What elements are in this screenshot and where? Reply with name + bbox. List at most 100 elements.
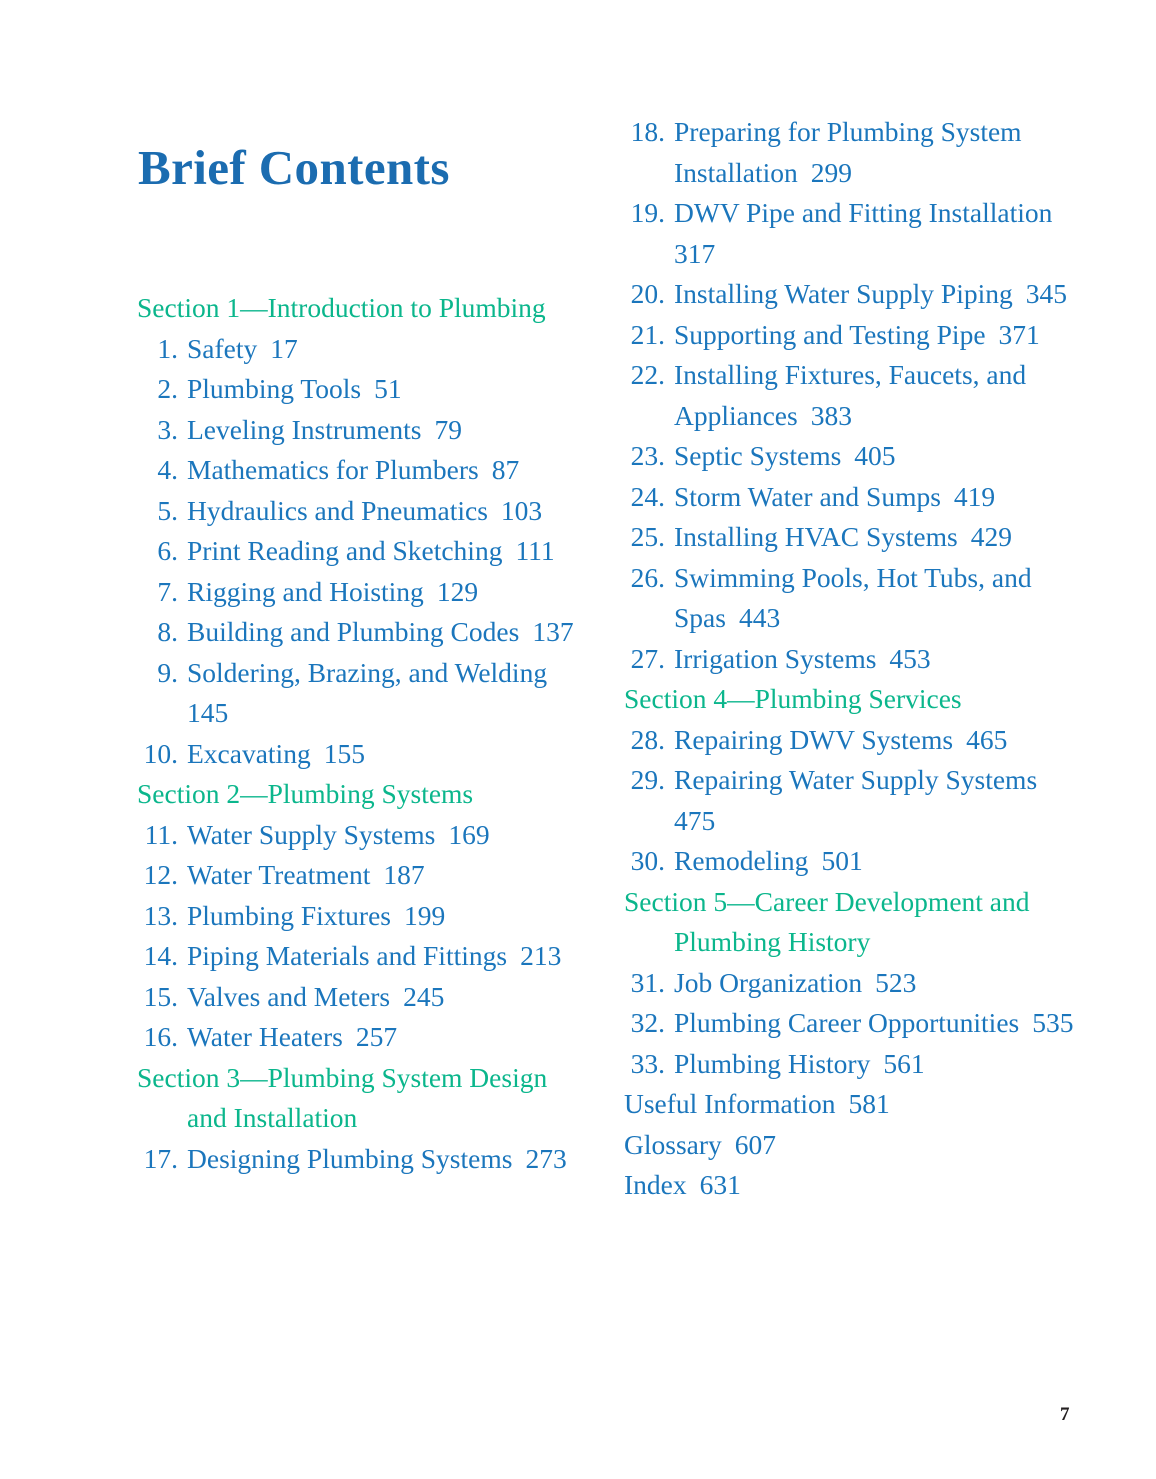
chapter-entry-page: 475 (674, 804, 716, 836)
chapter-entry-page: 103 (500, 494, 543, 526)
chapter-entry[interactable]: 23. Septic Systems 405 (620, 436, 1090, 477)
chapter-entry[interactable]: 8. Building and Plumbing Codes 137 (133, 612, 583, 653)
chapter-entry[interactable]: 9. Soldering, Brazing, and Welding 145 (133, 653, 583, 734)
backmatter-entry-title: Glossary (624, 1128, 722, 1160)
chapter-entry[interactable]: 32. Plumbing Career Opportunities 535 (620, 1003, 1090, 1044)
chapter-entry-body: Installing Water Supply Piping 345 (674, 274, 1090, 315)
chapter-entry[interactable]: 7. Rigging and Hoisting 129 (133, 572, 583, 613)
chapter-entry-page: 187 (383, 859, 425, 890)
chapter-entry-title: Repairing Water Supply Systems (674, 764, 1038, 795)
chapter-entry-title: Leveling Instruments (187, 413, 422, 445)
chapter-entry-body: Septic Systems 405 (674, 436, 1090, 477)
chapter-entry[interactable]: 20. Installing Water Supply Piping 345 (620, 274, 1090, 315)
chapter-entry-body: Hydraulics and Pneumatics 103 (187, 491, 583, 532)
chapter-entry-page: 429 (970, 521, 1012, 552)
chapter-entry-number: 31. (630, 966, 665, 998)
chapter-entry-title: Rigging and Hoisting (187, 575, 424, 607)
chapter-entry-number: 10. (143, 737, 178, 769)
chapter-entry-title: Water Heaters (187, 1021, 343, 1052)
chapter-entry-number: 20. (630, 278, 665, 309)
chapter-entry-page: 273 (525, 1142, 567, 1174)
chapter-entry-title: Installing Fixtures, Faucets, and Applia… (674, 359, 1027, 431)
chapter-entry-body: Water Supply Systems 169 (187, 815, 583, 856)
chapter-entry-title: Plumbing Tools (187, 373, 362, 404)
section-heading: Section 5—Career Development and Plumbin… (620, 882, 1090, 963)
chapter-entry-title: Water Supply Systems (187, 818, 436, 850)
backmatter-entry[interactable]: Index 631 (620, 1165, 1090, 1206)
chapter-entry-number: 17. (143, 1142, 178, 1174)
chapter-entry-body: Plumbing Career Opportunities 535 (674, 1003, 1090, 1044)
chapter-entry[interactable]: 5. Hydraulics and Pneumatics 103 (133, 491, 583, 532)
chapter-entry-page: 523 (875, 966, 917, 998)
chapter-entry-page: 79 (434, 413, 462, 445)
chapter-entry-title: Preparing for Plumbing System Installati… (674, 116, 1022, 188)
chapter-entry[interactable]: 3. Leveling Instruments 79 (133, 410, 583, 451)
chapter-entry-title: DWV Pipe and Fitting Installation (674, 197, 1053, 228)
chapter-entry[interactable]: 19. DWV Pipe and Fitting Installation 317 (620, 193, 1090, 274)
chapter-entry-number: 16. (143, 1021, 178, 1052)
chapter-entry-title: Plumbing History (674, 1047, 871, 1079)
backmatter-entry-page: 581 (848, 1088, 890, 1119)
chapter-entry-body: Rigging and Hoisting 129 (187, 572, 583, 613)
chapter-entry[interactable]: 2. Plumbing Tools 51 (133, 369, 583, 410)
chapter-entry[interactable]: 6. Print Reading and Sketching 111 (133, 531, 583, 572)
chapter-entry-page: 111 (515, 535, 555, 566)
chapter-entry-body: Soldering, Brazing, and Welding 145 (187, 653, 583, 734)
chapter-entry-body: Job Organization 523 (674, 963, 1090, 1004)
chapter-entry-title: Plumbing Fixtures (187, 899, 391, 931)
chapter-entry-number: 28. (630, 723, 665, 755)
chapter-entry-title: Excavating (187, 737, 311, 769)
chapter-entry-number: 22. (630, 359, 665, 390)
chapter-entry-page: 405 (854, 440, 896, 471)
chapter-entry[interactable]: 16. Water Heaters 257 (133, 1017, 583, 1058)
chapter-entry-number: 7. (157, 575, 178, 607)
chapter-entry-number: 30. (630, 845, 665, 876)
backmatter-entry[interactable]: Useful Information 581 (620, 1084, 1090, 1125)
chapter-entry-page: 51 (374, 373, 402, 404)
chapter-entry[interactable]: 26. Swimming Pools, Hot Tubs, and Spas 443 (620, 558, 1090, 639)
chapter-entry-number: 9. (157, 656, 178, 688)
chapter-entry[interactable]: 4. Mathematics for Plumbers 87 (133, 450, 583, 491)
chapter-entry[interactable]: 15. Valves and Meters 245 (133, 977, 583, 1018)
chapter-entry-body: Water Treatment 187 (187, 855, 583, 896)
chapter-entry[interactable]: 12. Water Treatment 187 (133, 855, 583, 896)
chapter-entry-body: Installing Fixtures, Faucets, and Applia… (674, 355, 1090, 436)
chapter-entry-title: Valves and Meters (187, 980, 391, 1012)
chapter-entry-title: Soldering, Brazing, and Welding (187, 656, 548, 688)
chapter-entry[interactable]: 10. Excavating 155 (133, 734, 583, 775)
section-heading-label: Section 4—Plumbing Services (624, 683, 962, 714)
chapter-entry[interactable]: 29. Repairing Water Supply Systems 475 (620, 760, 1090, 841)
chapter-entry-page: 199 (403, 899, 446, 931)
chapter-entry-body: Print Reading and Sketching 111 (187, 531, 583, 572)
chapter-entry-page: 137 (532, 616, 574, 647)
chapter-entry[interactable]: 1. Safety 17 (133, 329, 583, 370)
chapter-entry[interactable]: 14. Piping Materials and Fittings 213 (133, 936, 583, 977)
chapter-entry[interactable]: 25. Installing HVAC Systems 429 (620, 517, 1090, 558)
chapter-entry[interactable]: 31. Job Organization 523 (620, 963, 1090, 1004)
chapter-entry[interactable]: 27. Irrigation Systems 453 (620, 639, 1090, 680)
chapter-entry[interactable]: 21. Supporting and Testing Pipe 371 (620, 315, 1090, 356)
section-heading-label: Section 1—Introduction to Plumbing (137, 292, 546, 323)
chapter-entry-body: Piping Materials and Fittings 213 (187, 936, 583, 977)
chapter-entry-title: Supporting and Testing Pipe (674, 318, 986, 350)
chapter-entry[interactable]: 24. Storm Water and Sumps 419 (620, 477, 1090, 518)
chapter-entry-page: 129 (436, 575, 479, 607)
chapter-entry-number: 1. (157, 332, 178, 364)
chapter-entry[interactable]: 17. Designing Plumbing Systems 273 (133, 1139, 583, 1180)
chapter-entry-page: 299 (810, 156, 852, 188)
chapter-entry-body: Preparing for Plumbing System Installati… (674, 112, 1090, 193)
chapter-entry[interactable]: 30. Remodeling 501 (620, 841, 1090, 882)
chapter-entry-number: 4. (157, 454, 178, 485)
chapter-entry[interactable]: 28. Repairing DWV Systems 465 (620, 720, 1090, 761)
chapter-entry-body: Supporting and Testing Pipe 371 (674, 315, 1090, 356)
chapter-entry[interactable]: 33. Plumbing History 561 (620, 1044, 1090, 1085)
chapter-entry-title: Job Organization (674, 966, 863, 998)
chapter-entry[interactable]: 13. Plumbing Fixtures 199 (133, 896, 583, 937)
chapter-entry-number: 32. (630, 1007, 665, 1038)
backmatter-entry[interactable]: Glossary 607 (620, 1125, 1090, 1166)
chapter-entry-page: 383 (810, 399, 852, 431)
chapter-entry-number: 12. (143, 859, 178, 890)
chapter-entry[interactable]: 22. Installing Fixtures, Faucets, and App… (620, 355, 1090, 436)
chapter-entry[interactable]: 11. Water Supply Systems 169 (133, 815, 583, 856)
chapter-entry[interactable]: 18. Preparing for Plumbing System Install… (620, 112, 1090, 193)
